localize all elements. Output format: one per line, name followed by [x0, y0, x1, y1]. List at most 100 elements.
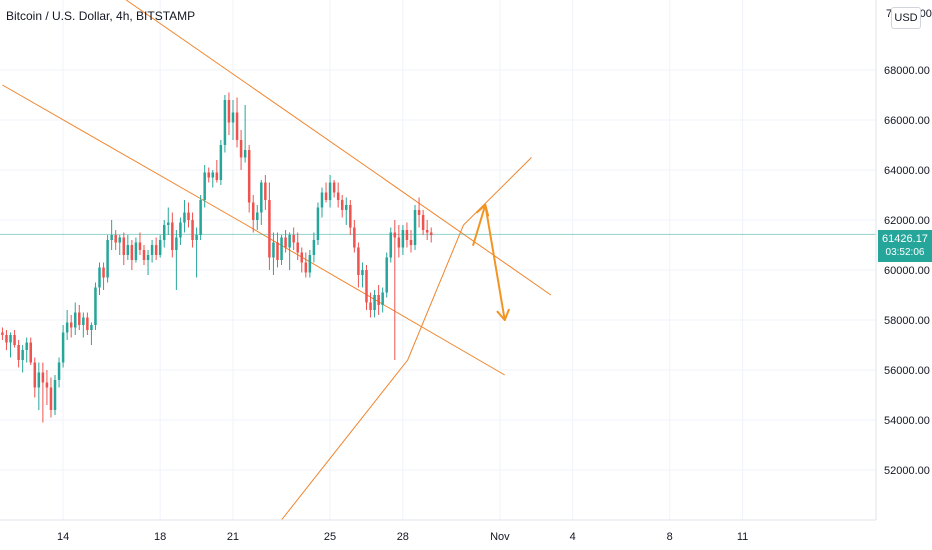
candle: [231, 100, 235, 140]
candle: [73, 302, 77, 335]
candle-body: [239, 140, 243, 158]
price-axis-labels: 52000.00 54000.00 56000.00 58000.00 60000.00…: [884, 65, 930, 477]
candle-body: [138, 242, 142, 250]
candle: [247, 145, 251, 213]
candle-body: [45, 382, 49, 388]
candle: [308, 250, 312, 278]
candle-body: [150, 245, 154, 255]
candle: [134, 237, 138, 263]
price-tick-label: 64000.00: [884, 165, 930, 177]
candle: [223, 95, 227, 153]
candle-body: [417, 210, 421, 215]
candle: [45, 370, 49, 405]
candle-body: [276, 242, 279, 260]
candle: [102, 262, 105, 290]
candles: [1, 92, 433, 423]
candle-body: [284, 237, 287, 248]
candle: [349, 200, 352, 235]
candle: [69, 315, 73, 338]
arrow-shaft: [484, 204, 506, 321]
candle: [235, 97, 239, 148]
candle: [336, 182, 340, 208]
candle-body: [320, 192, 324, 208]
candle: [183, 200, 186, 233]
candle: [179, 217, 182, 245]
candle-body: [183, 212, 186, 223]
candle: [219, 140, 223, 185]
candle-body: [316, 207, 320, 240]
candle-body: [393, 232, 397, 238]
candle-body: [207, 172, 210, 178]
candle: [320, 187, 324, 218]
candle-body: [130, 245, 134, 260]
candle-body: [219, 145, 223, 180]
candle: [29, 337, 32, 365]
candle: [227, 92, 231, 135]
candle: [158, 235, 162, 258]
candle: [239, 130, 243, 170]
candle-body: [421, 215, 425, 230]
candle: [78, 305, 81, 330]
candle: [215, 160, 219, 183]
candle: [150, 240, 154, 263]
candle: [413, 205, 417, 250]
candle: [126, 235, 130, 260]
price-tick-label: 52000.00: [884, 465, 930, 477]
candle: [357, 242, 360, 288]
candle: [187, 202, 190, 228]
price-tick-label: 66000.00: [884, 115, 930, 127]
currency-button[interactable]: USD: [891, 7, 921, 29]
candle: [276, 232, 279, 268]
candle: [86, 312, 89, 335]
candle: [53, 375, 57, 415]
time-axis-panel[interactable]: [0, 520, 932, 550]
candle-body: [203, 172, 206, 200]
candle-body: [429, 232, 433, 235]
candle: [316, 202, 320, 245]
candle: [142, 245, 146, 265]
candle-body: [69, 322, 73, 328]
candle-body: [21, 350, 24, 360]
candle: [9, 332, 12, 358]
price-tick-label: 60000.00: [884, 265, 930, 277]
candle: [296, 232, 299, 260]
time-tick-label: 25: [324, 531, 336, 543]
candle-body: [94, 287, 97, 325]
candle: [203, 165, 206, 208]
candle-body: [41, 372, 45, 383]
time-tick-label: 4: [570, 531, 576, 543]
candle-body: [353, 227, 356, 248]
candle: [90, 322, 93, 345]
candle: [300, 247, 304, 273]
candle: [369, 292, 372, 318]
candle-body: [37, 372, 41, 388]
candle-body: [9, 335, 12, 343]
candle: [243, 105, 247, 163]
candle-body: [268, 200, 271, 258]
candle: [162, 220, 166, 248]
candle-body: [82, 317, 85, 325]
candle-body: [29, 342, 32, 363]
candle: [25, 337, 28, 363]
time-tick-label: 21: [227, 531, 239, 543]
candle: [94, 282, 97, 330]
candle: [288, 232, 291, 270]
candle: [345, 197, 348, 225]
chart-grid: [0, 0, 876, 520]
candle: [361, 262, 364, 288]
candle-body: [106, 240, 109, 278]
candle-body: [340, 200, 344, 210]
candle: [17, 340, 20, 368]
candle-body: [187, 212, 190, 220]
candle-body: [146, 255, 150, 260]
candle-body: [332, 182, 336, 193]
candle: [381, 287, 384, 313]
candle-body: [86, 317, 89, 330]
candle-body: [114, 235, 117, 243]
candle-body: [118, 237, 121, 243]
candle: [256, 205, 259, 230]
candle: [138, 232, 142, 255]
candle-body: [328, 182, 332, 200]
candle: [340, 195, 344, 218]
